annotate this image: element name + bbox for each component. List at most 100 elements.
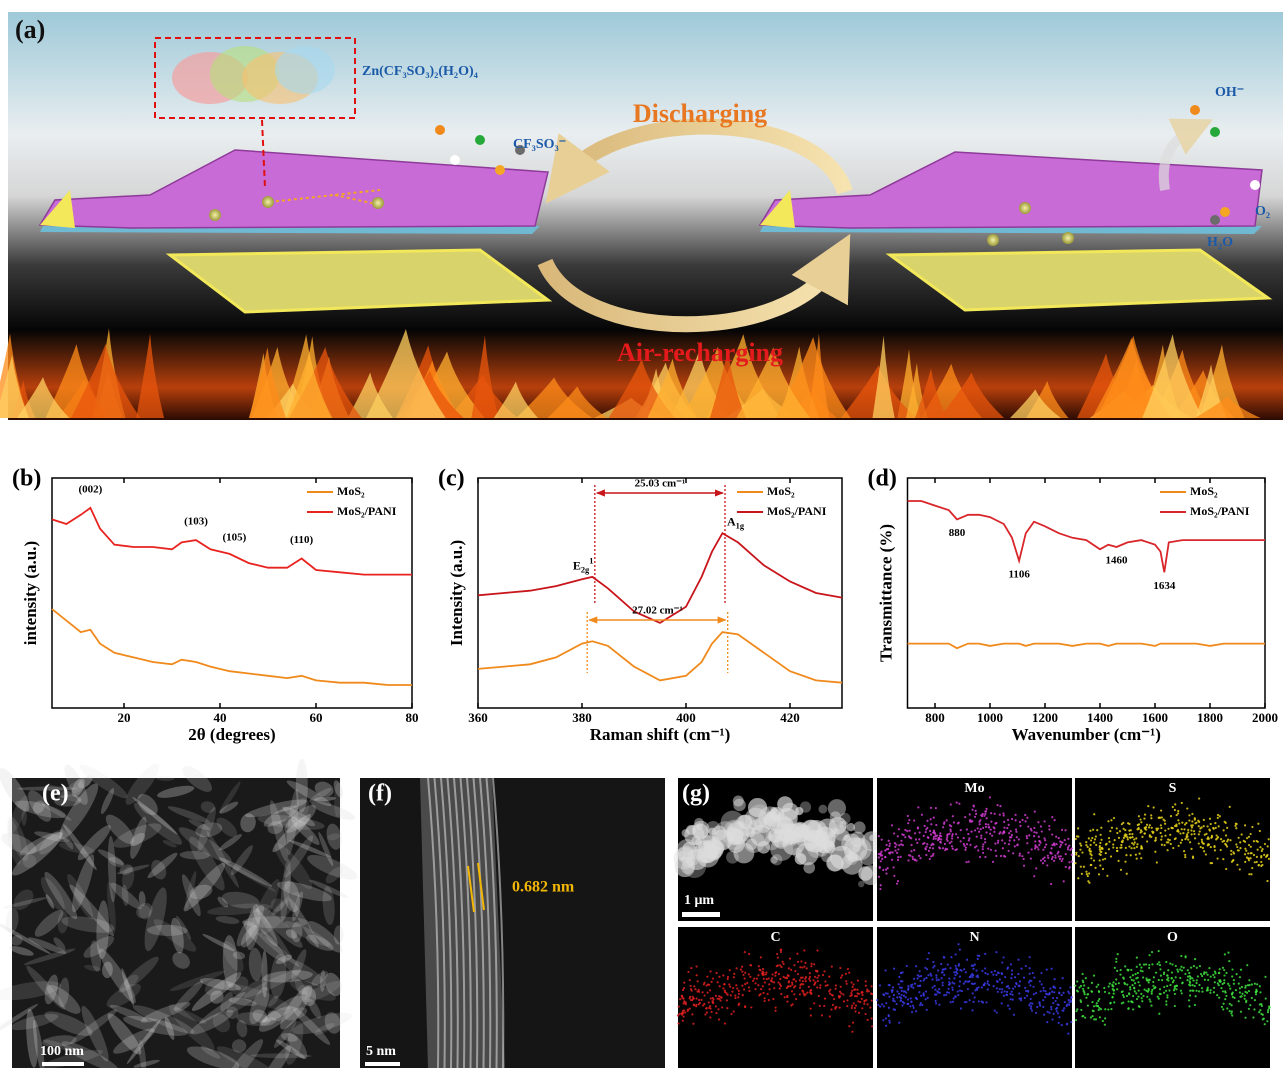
element-dot: [752, 980, 754, 982]
element-dot: [779, 987, 781, 989]
element-dot: [753, 978, 755, 980]
element-dot: [1048, 825, 1050, 827]
element-dot: [1230, 850, 1232, 852]
element-dot: [1125, 847, 1127, 849]
element-dot: [1259, 830, 1261, 832]
element-dot: [1028, 1004, 1030, 1006]
element-dot: [897, 880, 899, 882]
element-dot: [938, 837, 940, 839]
element-dot: [1033, 835, 1035, 837]
element-dot: [1148, 964, 1150, 966]
element-dot: [1013, 1014, 1015, 1016]
element-dot: [1132, 974, 1134, 976]
element-dot: [1141, 1000, 1143, 1002]
element-dot: [1239, 987, 1241, 989]
element-dot: [687, 971, 689, 973]
element-dot: [1057, 1003, 1059, 1005]
charts: 204060802θ (degrees)intensity (a.u.)(b)M…: [12, 466, 1278, 744]
element-dot: [982, 846, 984, 848]
element-dot: [896, 852, 898, 854]
element-dot: [989, 833, 991, 835]
element-dot: [940, 841, 942, 843]
mode-label: E2g1: [573, 557, 594, 575]
element-dot: [985, 831, 987, 833]
element-dot: [1116, 827, 1118, 829]
element-dot: [928, 952, 930, 954]
mode-label: A1g: [727, 514, 745, 531]
element-dot: [1064, 839, 1066, 841]
element-dot: [1193, 833, 1195, 835]
element-dot: [1133, 979, 1135, 981]
element-dot: [1065, 853, 1067, 855]
element-dot: [961, 970, 963, 972]
element-dot: [816, 977, 818, 979]
element-dot: [1180, 842, 1182, 844]
element-dot: [848, 972, 850, 974]
element-dot: [900, 972, 902, 974]
element-dot: [994, 1010, 996, 1012]
element-dot: [959, 980, 961, 982]
element-dot: [1069, 849, 1071, 851]
element-dot: [1210, 976, 1212, 978]
element-dot: [906, 965, 908, 967]
element-dot: [919, 1004, 921, 1006]
element-dot: [1038, 844, 1040, 846]
element-dot: [871, 999, 873, 1001]
element-dot: [1140, 847, 1142, 849]
element-dot: [892, 986, 894, 988]
element-dot: [696, 997, 698, 999]
element-dot: [839, 1007, 841, 1009]
element-dot: [1017, 843, 1019, 845]
element-dot: [1024, 987, 1026, 989]
peak-label: 1106: [1008, 568, 1030, 580]
element-dot: [823, 970, 825, 972]
element-dot: [692, 1023, 694, 1025]
element-dot: [852, 1022, 854, 1024]
element-dot: [1104, 1008, 1106, 1010]
element-dot: [1218, 972, 1220, 974]
element-dot: [1054, 819, 1056, 821]
element-dot: [790, 969, 792, 971]
element-dot: [1090, 844, 1092, 846]
element-dot: [1190, 824, 1192, 826]
element-dot: [1245, 985, 1247, 987]
element-dot: [930, 833, 932, 835]
element-dot: [968, 861, 970, 863]
element-dot: [1017, 959, 1019, 961]
element-dot: [1181, 802, 1183, 804]
element-dot: [1261, 864, 1263, 866]
element-dot: [984, 967, 986, 969]
element-dot: [947, 963, 949, 965]
element-dot: [1123, 996, 1125, 998]
element-dot: [914, 832, 916, 834]
element-dot: [1089, 850, 1091, 852]
element-dot: [779, 978, 781, 980]
element-dot: [762, 985, 764, 987]
element-dot: [880, 860, 882, 862]
element-dot: [999, 978, 1001, 980]
element-dot: [933, 831, 935, 833]
element-dot: [1040, 972, 1042, 974]
element-dot: [1136, 846, 1138, 848]
series-line: [52, 609, 412, 685]
element-dot: [949, 842, 951, 844]
element-dot: [1127, 838, 1129, 840]
element-dot: [780, 949, 782, 951]
element-dot: [786, 987, 788, 989]
element-dot: [993, 831, 995, 833]
element-dot: [1268, 838, 1270, 840]
element-dot: [982, 848, 984, 850]
element-dot: [977, 958, 979, 960]
element-dot: [1178, 845, 1180, 847]
element-dot: [1010, 998, 1012, 1000]
element-dot: [703, 982, 705, 984]
element-dot: [957, 990, 959, 992]
element-dot: [1226, 1007, 1228, 1009]
x-tick-label: 20: [118, 710, 131, 725]
element-dot: [894, 846, 896, 848]
element-dot: [997, 840, 999, 842]
element-dot: [1189, 982, 1191, 984]
element-dot: [1126, 984, 1128, 986]
element-dot: [757, 984, 759, 986]
element-dot: [715, 1012, 717, 1014]
